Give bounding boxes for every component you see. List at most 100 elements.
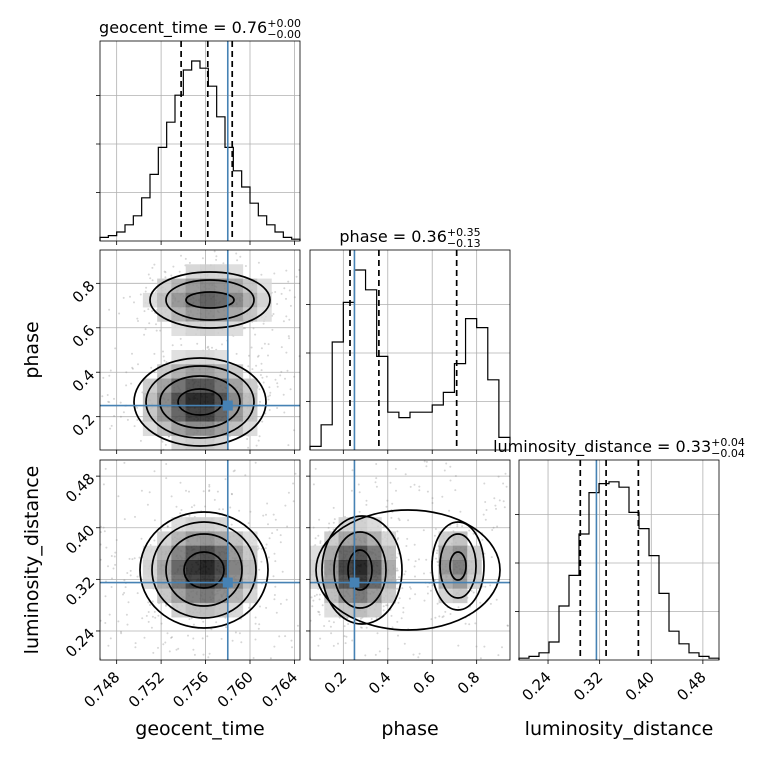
sample-point [258,388,261,391]
sample-point [459,510,462,513]
sample-point [254,461,257,464]
sample-point [276,407,279,409]
sample-point [133,425,136,428]
sample-point [317,644,320,647]
sample-point [273,552,276,555]
sample-point [272,575,275,578]
sample-point [184,257,187,260]
truth-point [349,577,360,588]
sample-point [282,393,285,396]
sample-point [137,320,139,322]
sample-point [391,502,394,505]
density-cell [157,560,172,575]
sample-point [357,483,360,486]
sample-point [273,598,276,601]
sample-point [109,369,112,372]
sample-point [397,537,400,540]
density-cell [171,560,187,575]
sample-point [389,481,392,484]
sample-point [148,491,151,494]
sample-point [193,653,196,656]
sample-point [213,498,216,501]
sample-point [472,532,475,535]
density-cell [242,588,258,604]
sample-point [337,642,339,645]
sample-point [396,538,399,541]
sample-point [131,367,134,370]
title-upper-error: +0.00 [267,17,301,30]
sample-point [208,489,211,492]
sample-point [409,587,412,590]
sample-point [497,654,500,657]
sample-point [145,614,148,617]
sample-point [104,595,107,598]
sample-point [426,592,429,595]
sample-point [272,513,275,516]
sample-point [246,438,249,440]
sample-point [250,346,253,349]
density-cell [157,588,172,604]
sample-point [110,424,113,427]
sample-point [370,618,373,620]
sample-point [216,490,219,493]
sample-point [287,491,290,494]
sample-point [147,611,150,613]
density-cell [157,278,172,294]
sample-point [256,355,259,358]
sample-point [402,606,405,609]
density-cell [242,292,258,308]
density-cell [200,421,215,437]
sample-point [260,560,263,563]
sample-point [206,635,209,638]
sample-point [483,482,486,485]
sample-point [265,606,268,609]
sample-point [332,521,335,524]
sample-point [285,598,288,601]
sample-point [413,565,416,568]
sample-point [273,645,276,648]
sample-point [271,328,274,331]
sample-point [136,592,139,595]
sample-point [234,631,237,634]
sample-point [140,537,143,540]
sample-point [435,552,438,555]
sample-point [291,646,293,649]
sample-point [274,378,277,381]
sample-point [418,489,421,492]
sample-point [292,482,295,485]
sample-point [148,322,151,325]
sample-point [387,647,390,650]
contour-line [139,511,269,629]
sample-point [221,343,223,346]
sample-point [126,623,129,626]
sample-point [260,362,263,365]
x-tick-label-luminosity_distance: 0.32 [570,668,606,704]
sample-point [164,276,167,279]
sample-point [165,477,168,480]
y-tick-label-phase: 0.8 [69,277,99,307]
contour-line [315,509,501,631]
density-cell [242,531,258,547]
sample-point [162,350,164,353]
sample-point [386,604,389,607]
sample-point [102,376,105,379]
sample-point [417,656,420,659]
sample-point [403,573,406,576]
sample-point [201,637,204,640]
sample-point [401,587,404,590]
sample-point [475,645,478,648]
sample-point [434,528,437,530]
sample-point [434,616,437,619]
sample-point [490,556,493,559]
sample-point [163,359,166,362]
sample-point [418,652,421,655]
sample-point [407,558,410,561]
sample-point [285,297,287,300]
sample-point [233,469,236,472]
sample-point [276,303,279,305]
density-cell [214,364,229,379]
sample-point [127,601,130,604]
sample-point [414,593,417,596]
sample-point [136,419,139,421]
x-axis-label-luminosity_distance: luminosity_distance [525,718,714,740]
